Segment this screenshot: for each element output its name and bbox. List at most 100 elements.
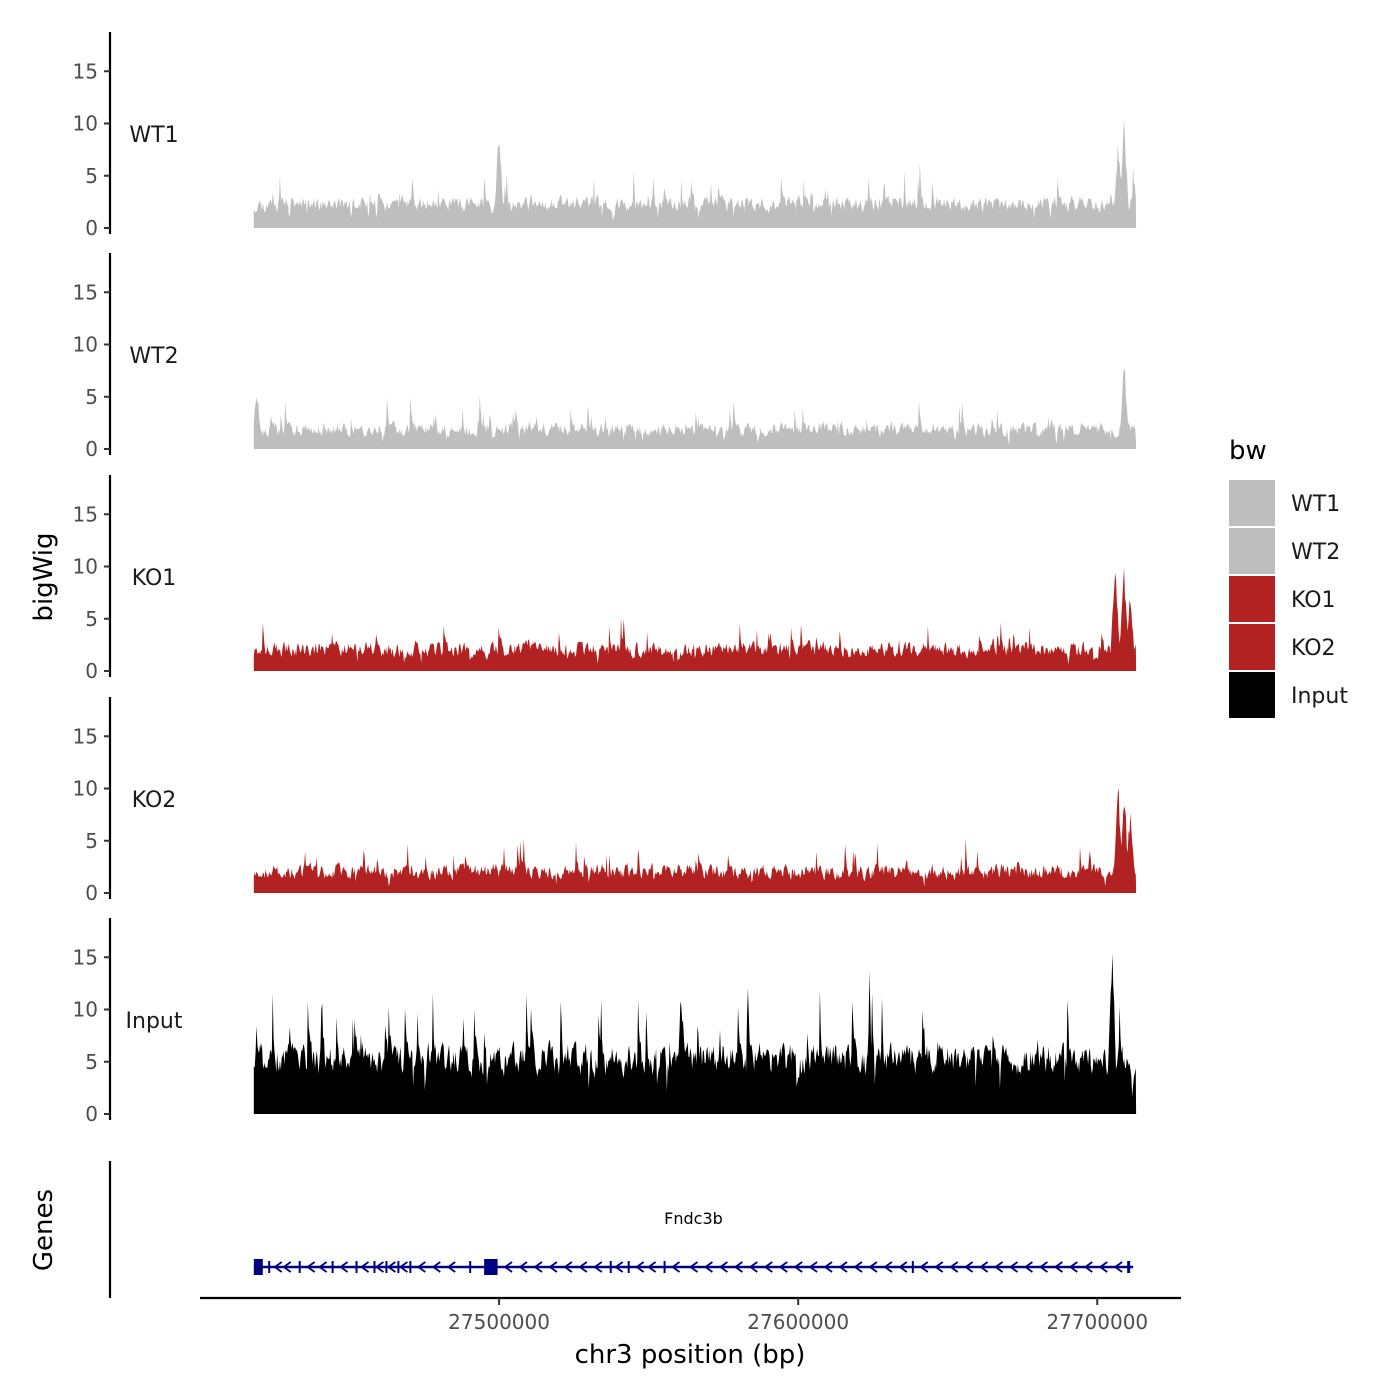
track-label: WT1 — [129, 123, 178, 148]
y-tick-label: 0 — [85, 881, 98, 905]
gene-exon — [409, 1261, 412, 1273]
legend-label-ko1: KO1 — [1291, 588, 1336, 613]
track-label: KO2 — [132, 788, 177, 813]
legend: bw WT1 WT2 KO1 KO2 Input — [1229, 436, 1348, 718]
strand-arrow — [853, 1261, 863, 1273]
strand-arrow — [359, 1261, 370, 1273]
y-tick-label: 10 — [73, 333, 98, 357]
strand-arrow — [703, 1261, 713, 1273]
track-ko2: 0 5 10 15 KO2 — [73, 697, 1137, 905]
track-wt2: 0 5 10 15 WT2 — [73, 253, 1137, 461]
track-wt1: 0 5 10 15 WT1 — [73, 32, 1137, 240]
strand-arrow — [446, 1261, 456, 1273]
strand-arrow — [1068, 1261, 1078, 1273]
strand-arrow — [318, 1261, 328, 1273]
track-label: WT2 — [129, 344, 178, 369]
strand-arrow — [1113, 1261, 1123, 1273]
strand-arrow — [273, 1261, 283, 1273]
strand-arrow — [883, 1261, 893, 1273]
strand-arrow — [763, 1261, 773, 1273]
strand-arrow — [647, 1261, 657, 1273]
strand-arrow — [578, 1261, 588, 1273]
strand-arrow — [718, 1261, 728, 1273]
track-label: Input — [126, 1009, 183, 1034]
legend-label-input: Input — [1291, 684, 1348, 709]
y-tick-label: 10 — [73, 777, 98, 801]
gene-track: Fndc3b — [108, 1161, 1134, 1298]
gene-exon — [373, 1261, 376, 1273]
gene-exon — [397, 1261, 400, 1273]
strand-arrow — [1083, 1261, 1093, 1273]
strand-arrow — [838, 1261, 848, 1273]
gene-exon — [627, 1261, 630, 1273]
strand-arrow — [733, 1261, 743, 1273]
coverage-tracks: 0 5 10 15 WT1 0 5 10 15 WT2 0 5 10 15 KO1 0 5 10 15 KO2 0 5 10… — [73, 32, 1137, 1126]
strand-arrow — [431, 1261, 441, 1273]
y-tick-label: 15 — [73, 945, 98, 969]
y-tick-label: 15 — [73, 59, 98, 83]
y-tick-label: 5 — [85, 385, 98, 409]
strand-arrow — [282, 1261, 292, 1273]
gene-exon — [484, 1259, 498, 1275]
strand-arrow — [533, 1261, 543, 1273]
strand-arrow — [868, 1261, 878, 1273]
x-axis-title: chr3 position (bp) — [575, 1340, 806, 1370]
gene-exon — [469, 1261, 472, 1273]
legend-key-ko2 — [1229, 624, 1275, 670]
coverage-area-wt2 — [253, 367, 1137, 449]
legend-key-wt2 — [1229, 528, 1275, 574]
strand-arrow — [503, 1261, 513, 1273]
strand-arrow — [979, 1261, 989, 1273]
strand-arrow — [994, 1261, 1004, 1273]
strand-arrow — [1008, 1261, 1019, 1273]
strand-arrow — [778, 1261, 788, 1273]
y-tick-label: 5 — [85, 829, 98, 853]
strand-arrow — [416, 1261, 426, 1273]
strand-arrow — [748, 1261, 758, 1273]
strand-arrow — [518, 1261, 528, 1273]
y-tick-label: 5 — [85, 164, 98, 188]
y-tick-label: 10 — [73, 998, 98, 1022]
legend-title: bw — [1229, 436, 1267, 466]
strand-arrow — [934, 1261, 944, 1273]
coverage-area-ko2 — [253, 788, 1137, 893]
gene-exon — [268, 1261, 271, 1273]
strand-arrow — [964, 1261, 974, 1273]
gene-exon — [1127, 1261, 1131, 1273]
coverage-area-ko1 — [253, 567, 1137, 671]
y-tick-label: 0 — [85, 216, 98, 240]
track-label: KO1 — [132, 566, 177, 591]
strand-arrow — [823, 1261, 833, 1273]
y-tick-label: 10 — [73, 555, 98, 579]
track-ko1: 0 5 10 15 KO1 — [73, 475, 1137, 683]
gene-name-label: Fndc3b — [664, 1209, 723, 1228]
strand-arrow — [306, 1261, 316, 1273]
y-tick-label: 10 — [73, 112, 98, 136]
strand-arrow — [1023, 1261, 1033, 1273]
gene-exon — [385, 1261, 388, 1273]
x-tick-label: 27500000 — [448, 1310, 550, 1334]
strand-arrow — [949, 1261, 959, 1273]
legend-key-wt1 — [1229, 480, 1275, 526]
gene-exon — [355, 1261, 358, 1273]
gene-exon — [298, 1261, 301, 1273]
gene-track-title: Genes — [29, 1189, 59, 1271]
legend-key-ko1 — [1229, 576, 1275, 622]
strand-arrow — [614, 1261, 624, 1273]
x-tick-label: 27600000 — [747, 1310, 849, 1334]
track-input: 0 5 10 15 Input — [73, 918, 1137, 1126]
x-tick-label: 27700000 — [1046, 1310, 1148, 1334]
strand-arrow — [670, 1261, 681, 1273]
strand-arrow — [374, 1261, 384, 1273]
strand-arrow — [593, 1261, 603, 1273]
y-tick-label: 0 — [85, 659, 98, 683]
strand-arrow — [563, 1261, 573, 1273]
strand-arrow — [398, 1261, 408, 1273]
coverage-area-wt1 — [253, 119, 1137, 228]
gene-exon — [331, 1261, 334, 1273]
legend-label-wt2: WT2 — [1291, 540, 1340, 565]
legend-label-ko2: KO2 — [1291, 636, 1336, 661]
strand-arrow — [386, 1261, 396, 1273]
strand-arrow — [635, 1261, 645, 1273]
